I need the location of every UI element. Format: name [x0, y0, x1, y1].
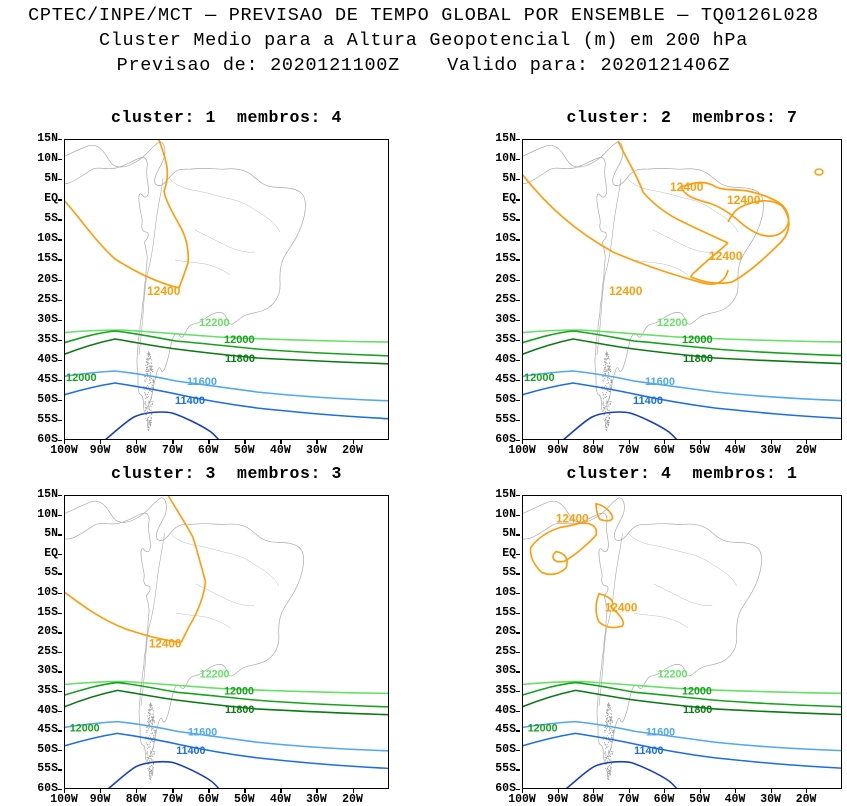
svg-text:12400: 12400 — [727, 193, 761, 207]
svg-text:12000: 12000 — [224, 685, 254, 697]
svg-text:12200: 12200 — [658, 669, 688, 681]
svg-text:11800: 11800 — [683, 704, 712, 716]
svg-text:12000: 12000 — [682, 334, 713, 346]
svg-text:12400: 12400 — [605, 601, 638, 614]
svg-text:12000: 12000 — [224, 334, 255, 346]
svg-text:12400: 12400 — [149, 637, 182, 650]
svg-text:11600: 11600 — [187, 376, 217, 388]
svg-text:12000: 12000 — [66, 372, 97, 384]
svg-text:12200: 12200 — [657, 317, 688, 329]
svg-text:11400: 11400 — [634, 745, 663, 757]
svg-text:12200: 12200 — [199, 317, 230, 329]
svg-text:12000: 12000 — [682, 685, 712, 697]
svg-text:12400: 12400 — [709, 249, 743, 263]
svg-text:11600: 11600 — [646, 726, 675, 738]
svg-text:11800: 11800 — [225, 704, 254, 716]
svg-text:11400: 11400 — [633, 395, 663, 407]
svg-text:11800: 11800 — [225, 353, 255, 365]
svg-text:12400: 12400 — [609, 284, 643, 298]
svg-text:11800: 11800 — [683, 353, 713, 365]
svg-text:12400: 12400 — [147, 284, 181, 298]
svg-text:12200: 12200 — [200, 669, 230, 681]
svg-text:12000: 12000 — [70, 722, 100, 734]
svg-text:12000: 12000 — [524, 372, 555, 384]
svg-text:11400: 11400 — [176, 745, 205, 757]
svg-text:12000: 12000 — [528, 722, 558, 734]
svg-text:11600: 11600 — [188, 726, 217, 738]
svg-text:11600: 11600 — [645, 376, 675, 388]
svg-text:12400: 12400 — [670, 180, 704, 194]
svg-text:12400: 12400 — [556, 512, 589, 525]
svg-text:11400: 11400 — [175, 395, 205, 407]
